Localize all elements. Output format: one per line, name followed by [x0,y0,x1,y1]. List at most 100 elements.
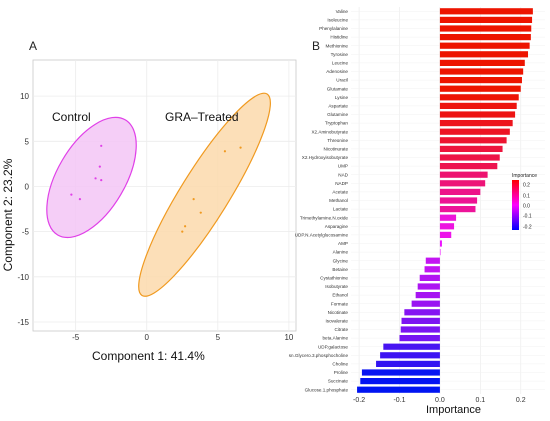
group-label-gra-treated: GRA–Treated [165,110,239,124]
importance-x-tick-label: -0.2 [353,397,365,404]
importance-bar [439,240,442,247]
panel-b-label: B [312,39,320,53]
importance-category-label: Succinate [328,379,349,384]
importance-category-label: Proline [334,370,349,375]
importance-category-label: Lysine [335,95,349,100]
importance-bar [439,163,498,170]
importance-bar [439,197,478,204]
pca-points [70,144,242,233]
importance-category-label: AMP [338,241,348,246]
importance-bar [417,283,440,290]
importance-bar [360,378,440,385]
importance-bar [419,274,440,281]
importance-category-label: Acetate [332,190,348,195]
importance-bar [439,231,452,238]
pca-point [70,193,73,196]
importance-category-label: UDP.N.Acetylglucosamine [295,233,349,238]
importance-bar [401,317,440,324]
importance-bar [439,137,507,144]
importance-bar [439,188,481,195]
importance-category-label: Nicotinate [328,310,349,315]
pca-y-tick-label: -10 [17,273,29,282]
importance-x-tick-label: 0.1 [475,397,485,404]
group-label-control: Control [52,110,91,124]
confidence-ellipse-1 [138,92,271,297]
importance-bar [439,111,516,118]
pca-point [223,150,227,153]
pca-point [94,177,97,180]
importance-bar [411,300,440,307]
pca-x-axis-title: Component 1: 41.4% [92,349,205,363]
pca-y-tick-label: 0 [25,182,30,191]
pca-point [181,230,184,233]
importance-category-label: Formate [331,301,349,306]
importance-bar [399,335,440,342]
pca-point [100,144,103,147]
importance-bar [425,257,440,264]
importance-category-label: NADP [335,181,348,186]
importance-bar [439,68,524,75]
importance-bar [439,59,525,66]
importance-category-label: Lactate [333,207,349,212]
importance-bar [439,16,533,23]
importance-category-label: Uracil [336,78,348,83]
importance-category-label: Glucose.1.phosphate [305,387,349,392]
importance-category-label: Tryptophan [325,121,349,126]
importance-category-label: Ethanol [332,293,348,298]
importance-category-label: Tyrosine [331,52,349,57]
importance-category-label: beta.Alanine [322,336,348,341]
importance-category-label: Isovalerate [326,319,349,324]
importance-category-label: Alanine [333,250,349,255]
importance-bar [439,214,457,221]
pca-ellipses [46,92,271,297]
importance-category-label: Glycine [333,258,349,263]
importance-category-label: Histidine [330,35,348,40]
importance-x-tick-label: 0.2 [516,397,526,404]
importance-category-label: Choline [332,362,348,367]
importance-category-label: Asparagine [325,224,349,229]
importance-bar [439,51,529,58]
importance-bar [439,249,441,256]
importance-bar [383,343,440,350]
importance-bar [439,34,531,41]
importance-x-axis-title: Importance [426,404,481,416]
importance-category-label: Isobutyrate [325,284,348,289]
importance-category-labels: Valine Isoleucine Phenylalanine Histidine Me… [289,9,349,392]
importance-bar [415,292,440,299]
importance-bar [439,223,455,230]
importance-bar [439,120,513,127]
pca-x-ticks: -5 0 5 10 [72,333,294,342]
importance-bar [439,206,476,213]
pca-x-tick-label: 0 [145,333,150,342]
importance-x-tick-label: -0.1 [393,397,405,404]
confidence-ellipse-0 [46,116,137,239]
pca-score-plot: -5 0 5 10 10 5 0 -5 -10 -15 [17,59,297,342]
importance-bar [439,77,522,84]
importance-category-label: Cystathionine [320,276,348,281]
legend-label: 0.1 [523,194,530,200]
importance-bar [439,154,500,161]
importance-category-label: X2.Aminobutyrate [311,129,348,134]
legend-label: -0.1 [523,214,532,220]
importance-category-label: Isoleucine [327,18,348,23]
importance-category-label: Valine [336,9,349,14]
importance-bar [357,386,440,393]
importance-bar-chart: Valine Isoleucine Phenylalanine Histidine Me… [289,7,545,404]
importance-bar [439,85,521,92]
pca-point [199,211,202,214]
importance-category-label: UMP [338,164,348,169]
importance-bar [404,309,440,316]
importance-bar [439,102,517,109]
pca-y-tick-label: 10 [20,92,29,101]
importance-bar [439,42,530,49]
importance-bar [439,180,486,187]
importance-category-label: Methanol [329,198,348,203]
legend-label: 0.2 [523,183,530,189]
importance-x-ticks: -0.2 -0.1 0.0 0.1 0.2 [353,397,526,404]
pca-y-axis-title: Component 2: 23.2% [1,158,15,271]
importance-bar [400,326,440,333]
importance-bars [357,8,533,393]
importance-category-label: Trimethylamine.N.oxide [300,215,349,220]
importance-bar [424,266,440,273]
